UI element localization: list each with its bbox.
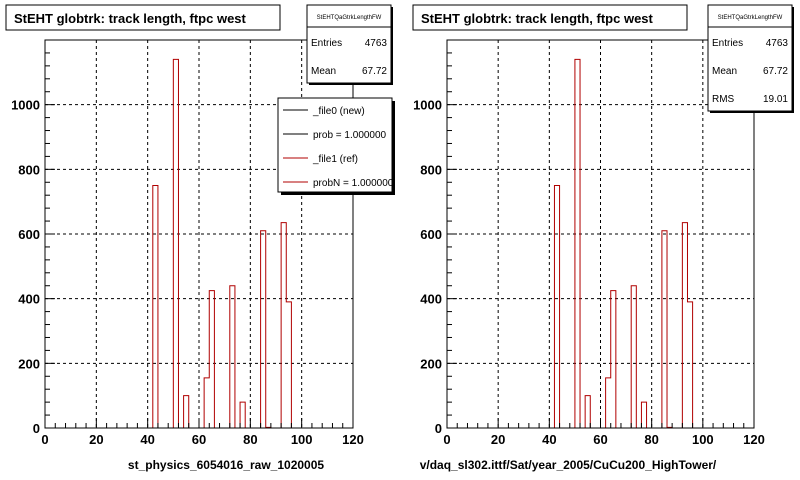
legend-label: probN = 1.000000	[313, 178, 394, 189]
stats-label: RMS	[712, 94, 735, 105]
stats-name: StEHTQaGtrkLengthFW	[317, 15, 382, 21]
y-tick-label: 800	[420, 162, 442, 177]
y-tick-label: 1000	[11, 98, 40, 113]
x-axis-title: v/daq_sl302.ittf/Sat/year_2005/CuCu200_H…	[420, 458, 717, 472]
title-box: StEHT globtrk: track length, ftpc west	[412, 4, 688, 31]
y-tick-label: 400	[18, 292, 40, 307]
x-tick-label: 120	[342, 432, 364, 447]
chart-title: StEHT globtrk: track length, ftpc west	[14, 11, 247, 26]
x-tick-label: 20	[491, 432, 505, 447]
x-tick-label: 100	[291, 432, 313, 447]
legend-entries: _file0 (new) prob = 1.000000 _file1 (ref) p…	[283, 106, 394, 189]
legend-label: _file0 (new)	[312, 106, 365, 117]
chart-title: StEHT globtrk: track length, ftpc west	[421, 11, 654, 26]
histogram-bin	[230, 286, 235, 428]
histogram-bin	[641, 402, 646, 428]
legend-box: _file0 (new) prob = 1.000000 _file1 (ref) p…	[277, 97, 395, 195]
stats-box: StEHTQaGtrkLengthFW Entries 4763 Mean 67.72 R…	[707, 4, 794, 113]
y-tick-label: 600	[420, 227, 442, 242]
x-tick-label: 60	[593, 432, 607, 447]
histogram-bin	[662, 231, 667, 428]
legend-label: _file1 (ref)	[312, 154, 358, 165]
x-axis-title: st_physics_6054016_raw_1020005	[128, 458, 324, 472]
x-tick-label: 0	[443, 432, 450, 447]
histogram-bin	[687, 302, 692, 428]
histogram-bin	[611, 291, 616, 428]
y-tick-label: 200	[420, 356, 442, 371]
histogram-bin	[575, 59, 580, 428]
histogram-bin	[209, 291, 214, 428]
stats-frame	[306, 4, 392, 84]
stats-frame	[707, 4, 793, 112]
x-tick-label: 20	[89, 432, 103, 447]
y-tick-label: 0	[435, 421, 442, 436]
stats-value: 19.01	[763, 94, 788, 105]
stats-label: Mean	[311, 66, 336, 77]
histogram-bin	[606, 378, 611, 428]
stats-value: 67.72	[362, 66, 387, 77]
x-tick-label: 80	[243, 432, 257, 447]
stats-label: Mean	[712, 66, 737, 77]
histogram-bin	[585, 396, 590, 428]
legend-frame	[277, 97, 393, 193]
x-tick-label: 40	[140, 432, 154, 447]
left-histogram-panel: 0 20 40 60 80 100 120 0 200 400 600 800 1000 StEHT …	[5, 4, 395, 472]
histogram-bin	[173, 59, 178, 428]
y-tick-label: 800	[18, 162, 40, 177]
x-tick-label: 60	[192, 432, 206, 447]
x-tick-label: 100	[692, 432, 714, 447]
stats-label: Entries	[311, 38, 342, 49]
title-box: StEHT globtrk: track length, ftpc west	[5, 4, 281, 31]
histogram-bin	[153, 186, 158, 429]
y-tick-label: 200	[18, 356, 40, 371]
x-tick-label: 80	[644, 432, 658, 447]
stats-name: StEHTQaGtrkLengthFW	[718, 15, 783, 21]
x-tick-label: 120	[743, 432, 765, 447]
x-tick-label: 40	[542, 432, 556, 447]
histogram-bin	[204, 378, 209, 428]
histogram-bin	[261, 231, 266, 428]
y-tick-label: 1000	[413, 98, 442, 113]
stats-value: 4763	[365, 38, 388, 49]
y-tick-label: 600	[18, 227, 40, 242]
stats-value: 67.72	[763, 66, 788, 77]
stats-label: Entries	[712, 38, 743, 49]
histogram-bin	[554, 186, 559, 429]
y-tick-label: 0	[33, 421, 40, 436]
stats-value: 4763	[766, 38, 789, 49]
legend-label: prob = 1.000000	[313, 130, 387, 141]
stats-box: StEHTQaGtrkLengthFW Entries 4763 Mean 67.72	[306, 4, 393, 85]
y-tick-label: 400	[420, 292, 442, 307]
histogram-bin	[682, 223, 687, 428]
right-histogram-panel: 0 20 40 60 80 100 120 0 200 400 600 800 1000 StEHT …	[412, 4, 794, 472]
x-tick-label: 0	[41, 432, 48, 447]
histogram-bin	[286, 302, 291, 428]
histogram-bin	[631, 286, 636, 428]
histogram-bin	[281, 223, 286, 428]
histogram-bin	[184, 396, 189, 428]
histogram-bin	[240, 402, 245, 428]
